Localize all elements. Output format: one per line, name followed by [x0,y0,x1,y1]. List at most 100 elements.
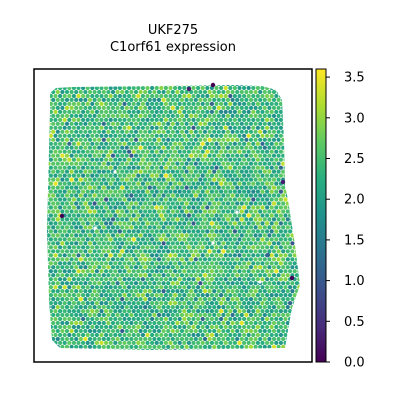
expression-spot [219,101,224,106]
expression-spot [242,149,247,154]
expression-spot [216,97,221,102]
expression-spot [129,281,134,286]
expression-spot [143,85,148,87]
expression-spot [255,85,260,91]
expression-spot [168,133,173,138]
expression-spot [97,185,102,190]
expression-spot [48,221,54,226]
expression-spot [145,93,150,99]
expression-spot [186,285,191,290]
expression-spot [209,141,214,146]
expression-spot [99,237,104,242]
expression-spot [274,173,279,178]
expression-spot [283,245,288,250]
expression-spot [221,193,226,198]
expression-spot [262,169,267,174]
expression-spot [177,173,182,178]
expression-spot [133,201,139,206]
expression-spot [83,328,88,334]
expression-spot [244,297,249,302]
expression-spot [219,261,224,266]
expression-spot [184,328,189,334]
expression-spot [143,217,148,222]
expression-spot [260,261,265,266]
expression-spot [53,181,58,186]
expression-spot [156,336,162,342]
expression-spot [74,336,79,342]
expression-spot [193,145,198,150]
expression-spot [219,85,224,91]
expression-spot [246,109,251,114]
expression-spot [221,344,226,349]
expression-spot [214,285,219,290]
expression-spot [127,309,132,314]
expression-spot [246,261,251,266]
expression-spot [131,269,136,274]
expression-spot [147,312,152,318]
expression-spot [262,336,267,342]
expression-spot [248,328,254,334]
expression-spot [248,344,254,349]
expression-spot [219,277,224,282]
expression-spot [214,213,219,218]
expression-spot [74,217,79,222]
expression-spot [198,225,203,230]
expression-spot [62,229,67,234]
expression-spot [184,85,189,87]
expression-spot [179,145,185,150]
expression-spot [251,85,256,91]
expression-spot [115,209,120,214]
expression-spot [133,305,139,310]
expression-spot [175,328,180,334]
expression-spot [150,117,155,122]
expression-spot [156,161,162,166]
expression-spot [223,213,228,218]
expression-spot [113,269,118,274]
expression-spot [189,297,194,302]
expression-spot [69,193,74,198]
expression-spot [221,281,226,286]
expression-spot [242,237,247,242]
expression-spot [184,129,189,134]
expression-spot [186,253,191,258]
expression-spot [85,245,90,250]
expression-spot [113,125,118,130]
expression-spot [150,133,155,138]
expression-spot [281,193,286,198]
expression-spot [285,289,290,294]
expression-spot [225,209,231,214]
expression-spot [239,85,244,87]
expression-spot [248,161,254,166]
expression-spot [255,293,260,298]
expression-spot [47,165,49,170]
expression-spot [198,89,203,95]
expression-spot [283,348,288,350]
expression-spot [214,85,219,91]
expression-spot [159,85,164,91]
expression-spot [147,297,152,302]
expression-spot [117,301,122,306]
expression-spot [200,277,205,282]
expression-spot [230,201,235,206]
expression-spot [67,245,72,250]
expression-spot [225,113,231,118]
expression-spot [278,165,283,170]
expression-spot [106,273,111,278]
expression-spot [76,237,81,242]
expression-spot [110,320,116,326]
expression-spot [262,312,267,318]
expression-spot [67,125,72,130]
expression-spot [60,265,65,270]
expression-spot [122,189,127,194]
expression-spot [161,129,166,134]
expression-spot [255,125,260,130]
expression-spot [62,261,67,266]
expression-spot [219,125,224,130]
expression-spot [260,157,265,162]
expression-spot [228,253,233,258]
expression-spot [104,93,109,99]
expression-spot [104,261,109,266]
expression-spot [156,289,162,294]
expression-spot [92,217,97,222]
expression-spot [92,233,97,238]
